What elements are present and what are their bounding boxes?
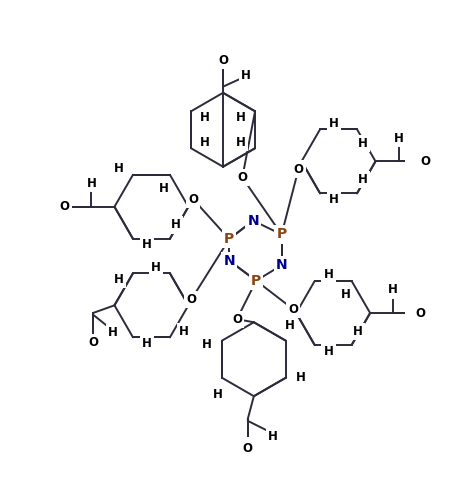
Text: H: H <box>394 132 404 145</box>
Text: O: O <box>294 163 304 175</box>
Text: H: H <box>171 218 181 231</box>
Text: O: O <box>421 155 431 168</box>
Text: H: H <box>353 325 363 338</box>
Text: N: N <box>276 258 287 273</box>
Text: O: O <box>218 54 228 67</box>
Text: O: O <box>188 192 198 206</box>
Text: O: O <box>415 306 425 320</box>
Text: H: H <box>388 283 398 297</box>
Text: H: H <box>236 111 246 124</box>
Text: H: H <box>213 388 223 401</box>
Text: H: H <box>108 326 118 339</box>
Text: O: O <box>88 336 98 349</box>
Text: H: H <box>202 338 212 351</box>
Text: H: H <box>268 430 278 443</box>
Text: H: H <box>296 371 306 384</box>
Text: P: P <box>276 227 287 242</box>
Text: O: O <box>243 442 253 455</box>
Text: H: H <box>142 337 152 350</box>
Text: N: N <box>223 254 235 268</box>
Text: H: H <box>142 239 152 251</box>
Text: H: H <box>87 177 97 190</box>
Text: H: H <box>329 117 339 130</box>
Text: H: H <box>179 325 189 338</box>
Text: H: H <box>241 69 251 82</box>
Text: H: H <box>324 269 333 281</box>
Text: H: H <box>236 136 246 149</box>
Text: H: H <box>151 261 161 273</box>
Text: H: H <box>200 136 210 149</box>
Text: O: O <box>186 293 197 306</box>
Text: P: P <box>251 273 261 288</box>
Text: O: O <box>60 200 69 213</box>
Text: H: H <box>329 193 339 206</box>
Text: N: N <box>247 214 259 228</box>
Text: P: P <box>224 232 235 246</box>
Text: H: H <box>285 319 295 332</box>
Text: O: O <box>237 171 247 184</box>
Text: H: H <box>324 345 333 357</box>
Text: O: O <box>232 313 242 326</box>
Text: H: H <box>358 136 368 150</box>
Text: H: H <box>341 288 350 301</box>
Text: H: H <box>200 111 210 124</box>
Text: H: H <box>358 173 368 186</box>
Text: H: H <box>114 273 124 286</box>
Text: H: H <box>114 162 124 175</box>
Text: O: O <box>288 302 298 316</box>
Text: H: H <box>159 182 169 195</box>
